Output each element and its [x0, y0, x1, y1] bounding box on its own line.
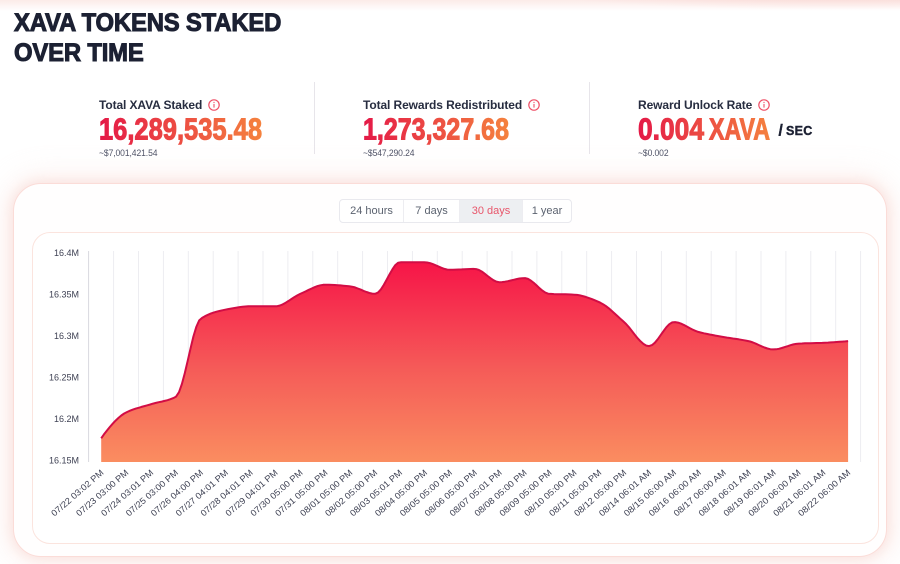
svg-text:16.4M: 16.4M	[54, 248, 79, 258]
svg-text:/: /	[779, 123, 784, 140]
svg-text:16.25M: 16.25M	[49, 372, 79, 382]
svg-text:16,289,535.48: 16,289,535.48	[99, 112, 262, 146]
svg-text:16.35M: 16.35M	[49, 289, 79, 299]
svg-text:SEC: SEC	[786, 124, 813, 138]
svg-text:16.3M: 16.3M	[54, 331, 79, 341]
svg-text:1,273,327.68: 1,273,327.68	[363, 112, 509, 146]
svg-text:16.2M: 16.2M	[54, 414, 79, 424]
svg-text:XAVA: XAVA	[709, 112, 770, 146]
svg-text:0.004: 0.004	[638, 112, 705, 146]
svg-text:16.15M: 16.15M	[49, 455, 79, 465]
